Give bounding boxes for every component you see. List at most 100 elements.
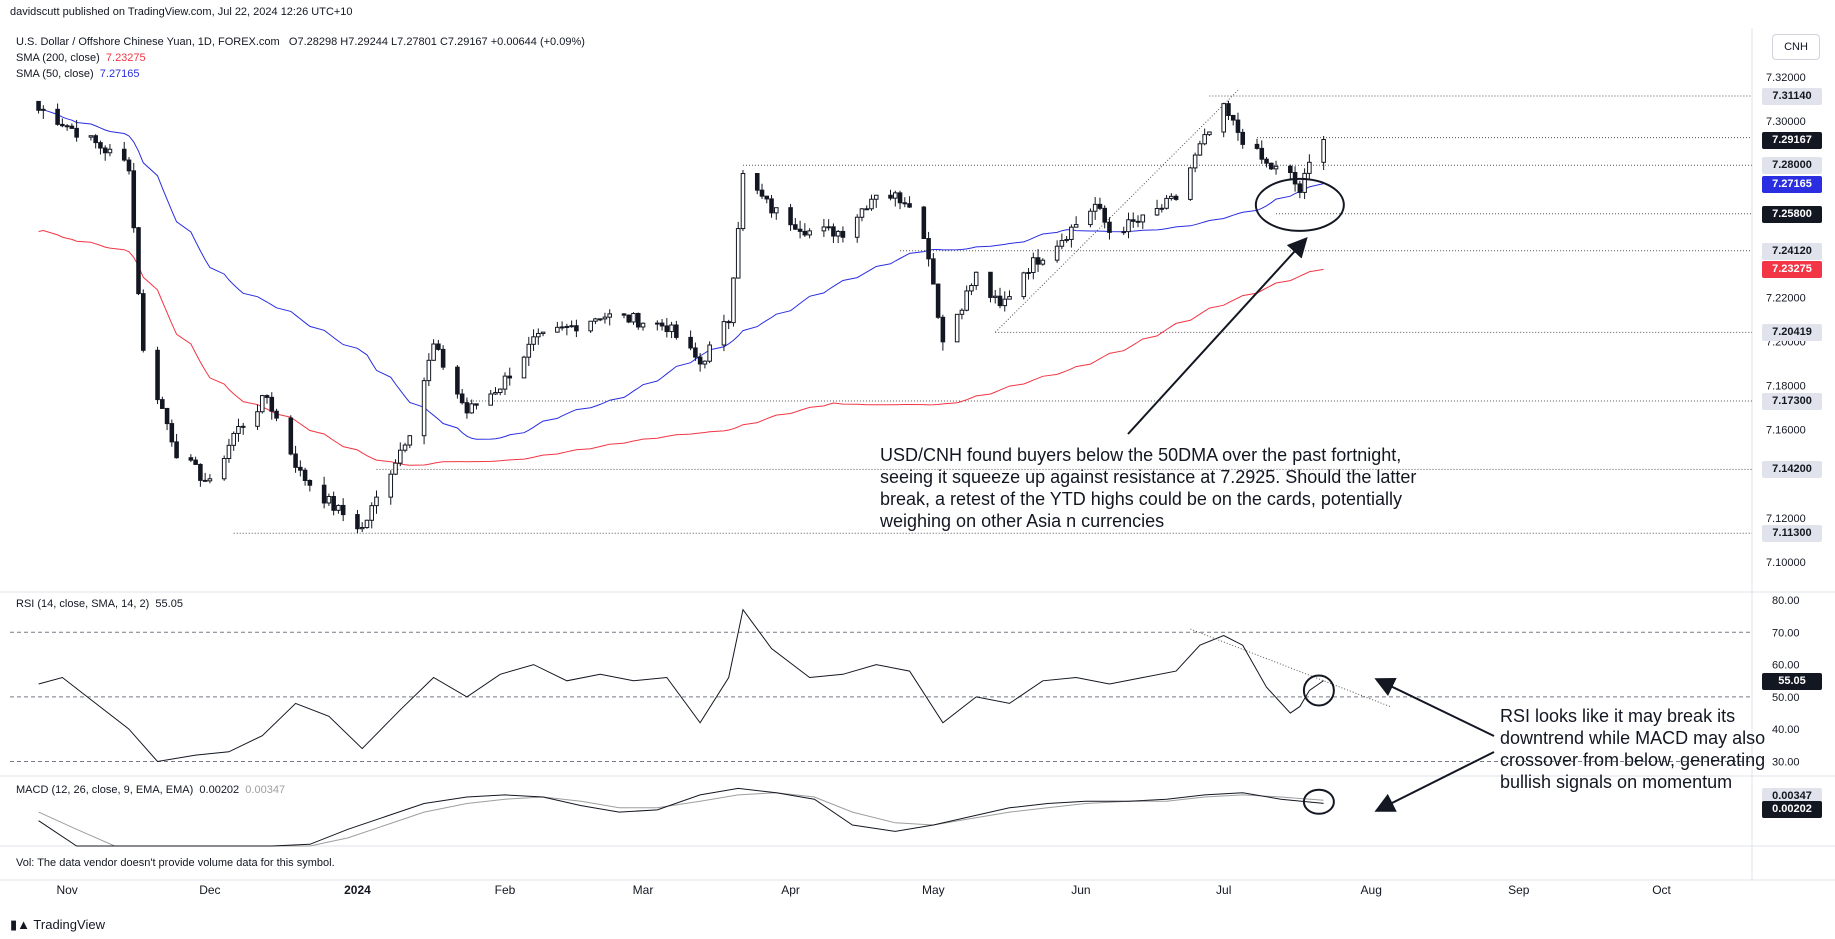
candle-body: [41, 108, 46, 111]
candle-body: [873, 194, 879, 200]
price-tag: 7.25800: [1762, 205, 1822, 223]
time-tick-label: Feb: [495, 883, 516, 897]
candle-body: [973, 271, 979, 287]
candle-body: [340, 504, 346, 516]
candle-body: [264, 395, 270, 398]
candle-body: [597, 318, 603, 321]
macd-legend[interactable]: MACD (12, 26, close, 9, EMA, EMA) 0.0020…: [16, 784, 285, 796]
candle-body: [1307, 161, 1312, 174]
candle-body: [302, 469, 308, 481]
candle-body: [298, 466, 303, 471]
currency-button[interactable]: CNH: [1772, 34, 1820, 60]
candle-body: [659, 322, 665, 327]
candle-body: [1059, 240, 1065, 247]
candle-body: [102, 147, 108, 154]
candle-body: [1173, 195, 1179, 200]
candle-body: [564, 325, 570, 328]
candle-body: [693, 347, 698, 358]
candle-body: [198, 463, 203, 481]
sma200-legend[interactable]: SMA (200, close) 7.23275: [16, 52, 146, 64]
candle-body: [726, 321, 731, 324]
candle-body: [1259, 147, 1265, 160]
candle-body: [93, 135, 98, 144]
published-line: davidscutt published on TradingView.com,…: [10, 6, 353, 18]
price-tag: 7.14200: [1762, 461, 1822, 479]
candle-body: [331, 495, 336, 511]
candle-body: [754, 173, 760, 191]
candle-body: [169, 423, 175, 443]
candle-body: [174, 441, 179, 459]
time-tick-label: Jul: [1216, 883, 1231, 897]
candle-body: [74, 127, 79, 138]
candle-body: [55, 108, 60, 125]
candle-body: [1192, 154, 1198, 169]
candle-body: [121, 148, 127, 161]
candle-body: [1140, 214, 1146, 223]
price-tag: 7.31140: [1762, 88, 1822, 106]
candle-body: [540, 331, 546, 334]
candle-body: [1197, 143, 1203, 156]
candle-body: [326, 495, 332, 504]
candle-body: [931, 258, 936, 285]
candle-body: [64, 125, 70, 128]
candle-body: [1230, 114, 1236, 121]
sma200-value: 7.23275: [105, 52, 146, 64]
candle-body: [474, 403, 479, 406]
candle-body: [1130, 219, 1136, 222]
candle-body: [1097, 203, 1103, 209]
candle-body: [1235, 119, 1241, 133]
candle-body: [835, 230, 841, 237]
price-tag: 7.27165: [1762, 175, 1822, 193]
tradingview-brand: TradingView: [33, 917, 105, 932]
price-tick-label: 7.18000: [1766, 381, 1806, 393]
time-tick-label: Jun: [1071, 883, 1090, 897]
candle-body: [221, 458, 227, 480]
time-tick-label: Aug: [1361, 883, 1382, 897]
candle-body: [188, 457, 194, 461]
rsi-legend[interactable]: RSI (14, close, SMA, 14, 2) 55.05: [16, 598, 183, 610]
highlight-ellipse-rsi: [1302, 674, 1335, 707]
symbol-title[interactable]: U.S. Dollar / Offshore Chinese Yuan, 1D,…: [16, 36, 585, 48]
price-tag: 7.29167: [1762, 131, 1822, 149]
candle-body: [1264, 158, 1269, 164]
candle-body: [1154, 208, 1160, 216]
candle-body: [1064, 238, 1069, 242]
candle-body: [531, 336, 536, 345]
horizontal-levels: [233, 89, 1752, 534]
candle-body: [997, 295, 1003, 307]
candle-body: [307, 479, 313, 486]
candle-body: [1288, 165, 1293, 174]
candle-body: [397, 449, 403, 464]
candle-body: [1126, 219, 1131, 233]
candle-body: [1226, 103, 1231, 116]
rsi-trendline: [1190, 628, 1391, 708]
candle-body: [1088, 210, 1093, 226]
candle-body: [1102, 207, 1107, 223]
candle-body: [459, 393, 465, 404]
sma50-line: [38, 109, 1324, 440]
tradingview-logo[interactable]: ▮▲ TradingView: [10, 917, 105, 933]
candle-body: [869, 198, 874, 210]
candle-body: [259, 395, 265, 413]
candle-body: [664, 325, 670, 333]
candle-body: [1297, 183, 1303, 193]
candle-body: [502, 375, 508, 390]
ohlc-values: O7.28298 H7.29244 L7.27801 C7.29167 +0.0…: [288, 36, 585, 48]
sma50-legend[interactable]: SMA (50, close) 7.27165: [16, 68, 140, 80]
candle-body: [731, 277, 736, 324]
candle-body: [526, 343, 532, 358]
candle-body: [1002, 298, 1008, 307]
candle-body: [388, 473, 394, 498]
momentum-annotation[interactable]: RSI looks like it may break its downtren…: [1500, 706, 1766, 792]
candle-body: [364, 519, 370, 529]
price-tick-label: 7.22000: [1766, 292, 1806, 304]
time-tick-label: Nov: [56, 883, 77, 897]
candle-body: [640, 322, 646, 328]
macd-line: [38, 787, 1324, 847]
candle-body: [864, 208, 870, 211]
main-annotation[interactable]: USD/CNH found buyers below the 50DMA ove…: [880, 445, 1417, 531]
candle-body: [207, 478, 213, 482]
candle-body: [131, 170, 137, 229]
candle-body: [593, 318, 598, 322]
